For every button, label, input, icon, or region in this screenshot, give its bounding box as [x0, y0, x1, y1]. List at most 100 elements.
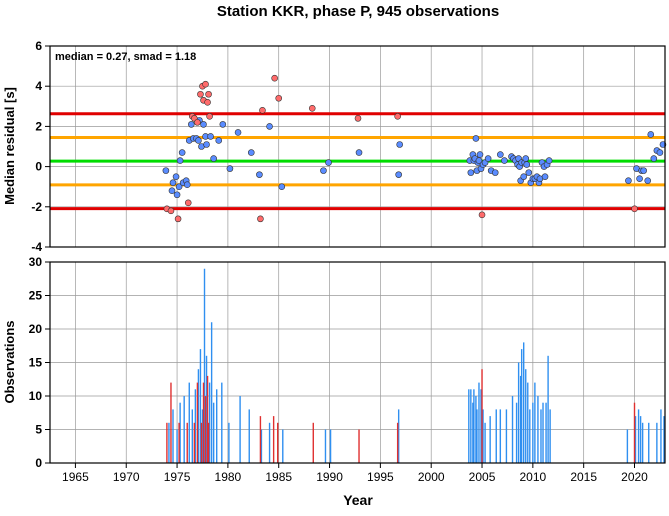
residual-point-normal [650, 155, 658, 162]
year-tick-label: 2015 [570, 470, 597, 484]
residual-y-ticks: -4 -2 0 2 4 6 [31, 39, 50, 254]
residual-y-tick-label: -4 [31, 240, 42, 254]
residual-point-normal [497, 151, 504, 158]
residual-point-normal [396, 141, 403, 148]
residual-point-normal [256, 171, 263, 178]
residual-point-normal [491, 169, 499, 176]
residual-panel: -4 -2 0 2 4 6 median = 0.27, smad = 1.18 Medi… [2, 39, 667, 254]
observations-y-ticks: 0 5 10 15 20 25 30 [29, 255, 50, 470]
observations-panel: 0 5 10 15 20 25 30 1965 1970 1975 1980 1985 1990 199… [2, 255, 666, 508]
residual-point-outlier [197, 90, 204, 98]
residual-point-normal [520, 173, 528, 180]
residual-point-outlier [205, 90, 212, 98]
observations-bars [166, 268, 665, 463]
residual-point-outlier [194, 119, 201, 126]
residual-point-normal [656, 149, 664, 156]
residual-point-normal [169, 179, 177, 186]
year-tick-label: 2005 [469, 470, 496, 484]
residual-point-outlier [394, 113, 401, 120]
observations-y-tick-label: 10 [29, 389, 43, 403]
residual-point-normal [175, 183, 183, 190]
residual-point-outlier [259, 107, 266, 114]
year-tick-label: 2000 [418, 470, 445, 484]
residual-point-normal [162, 167, 170, 174]
residual-point-outlier [204, 98, 211, 106]
residual-point-normal [219, 121, 227, 128]
observations-y-tick-label: 25 [29, 289, 43, 303]
residual-point-normal [172, 173, 180, 180]
residual-point-outlier [202, 80, 209, 88]
residual-point-normal [325, 159, 332, 166]
residual-point-normal [187, 121, 195, 128]
year-tick-label: 1970 [113, 470, 140, 484]
residual-point-normal [476, 151, 484, 158]
observations-y-tick-label: 0 [35, 456, 42, 470]
observations-y-tick-label: 30 [29, 255, 43, 269]
residual-point-normal [176, 157, 184, 164]
residual-point-outlier [184, 199, 192, 207]
observations-y-axis-label: Observations [2, 320, 17, 403]
residual-point-normal [278, 183, 286, 190]
residual-point-normal [203, 141, 210, 148]
observations-y-tick-label: 15 [29, 356, 43, 370]
residual-point-outlier [167, 207, 175, 215]
residual-points [162, 74, 667, 223]
residual-point-normal [320, 167, 327, 174]
residual-point-normal [226, 165, 234, 172]
residual-point-normal [522, 155, 530, 162]
residual-point-normal [545, 157, 553, 164]
residual-point-normal [523, 161, 531, 168]
year-tick-label: 2010 [519, 470, 546, 484]
residual-point-outlier [206, 113, 213, 120]
residual-point-normal [183, 181, 191, 188]
residual-point-outlier [308, 105, 316, 112]
residual-point-normal [541, 173, 549, 180]
residual-point-normal [501, 157, 508, 164]
year-x-ticks: 1965 1970 1975 1980 1985 1990 1995 2000 2005 2010… [62, 463, 648, 484]
year-tick-label: 1985 [265, 470, 292, 484]
observations-y-tick-label: 20 [29, 322, 43, 336]
residual-point-outlier [354, 115, 362, 122]
chart-title: Station KKR, phase P, 945 observations [217, 3, 499, 20]
year-tick-label: 1995 [367, 470, 394, 484]
residual-point-normal [215, 137, 223, 144]
residual-point-normal [173, 191, 181, 199]
residual-point-normal [195, 137, 202, 144]
residual-y-tick-label: 4 [35, 79, 42, 93]
residual-point-outlier [275, 94, 283, 102]
residual-point-normal [467, 169, 475, 176]
residual-point-normal [644, 177, 652, 184]
year-tick-label: 2020 [621, 470, 648, 484]
residual-point-normal [525, 169, 533, 176]
residual-point-normal [472, 135, 480, 142]
year-tick-label: 1990 [316, 470, 343, 484]
residual-point-normal [266, 123, 273, 130]
residual-point-normal [647, 131, 655, 138]
residual-point-normal [178, 149, 186, 156]
residual-point-normal [640, 167, 647, 174]
residual-y-tick-label: 0 [35, 160, 42, 174]
residual-point-normal [234, 129, 242, 136]
residual-point-outlier [271, 74, 278, 82]
residual-plot-background [50, 46, 665, 247]
observations-y-tick-label: 5 [35, 423, 42, 437]
residual-y-axis-label: Median residual [s] [2, 87, 17, 205]
year-tick-label: 1965 [62, 470, 89, 484]
residual-point-normal [200, 121, 207, 128]
residual-point-normal [210, 155, 217, 162]
residual-point-normal [625, 177, 632, 184]
residual-point-outlier [631, 205, 638, 213]
residual-point-normal [636, 175, 643, 182]
residual-y-tick-label: -2 [31, 200, 42, 214]
residual-point-outlier [174, 215, 182, 223]
year-x-axis-label: Year [343, 492, 373, 508]
residual-point-normal [168, 187, 176, 195]
residual-point-normal [355, 149, 363, 156]
residual-y-tick-label: 2 [35, 119, 42, 133]
residual-point-normal [207, 133, 214, 140]
median-smad-annotation: median = 0.27, smad = 1.18 [55, 51, 196, 63]
residual-plot-frame [49, 45, 666, 248]
residual-point-outlier [257, 215, 264, 223]
